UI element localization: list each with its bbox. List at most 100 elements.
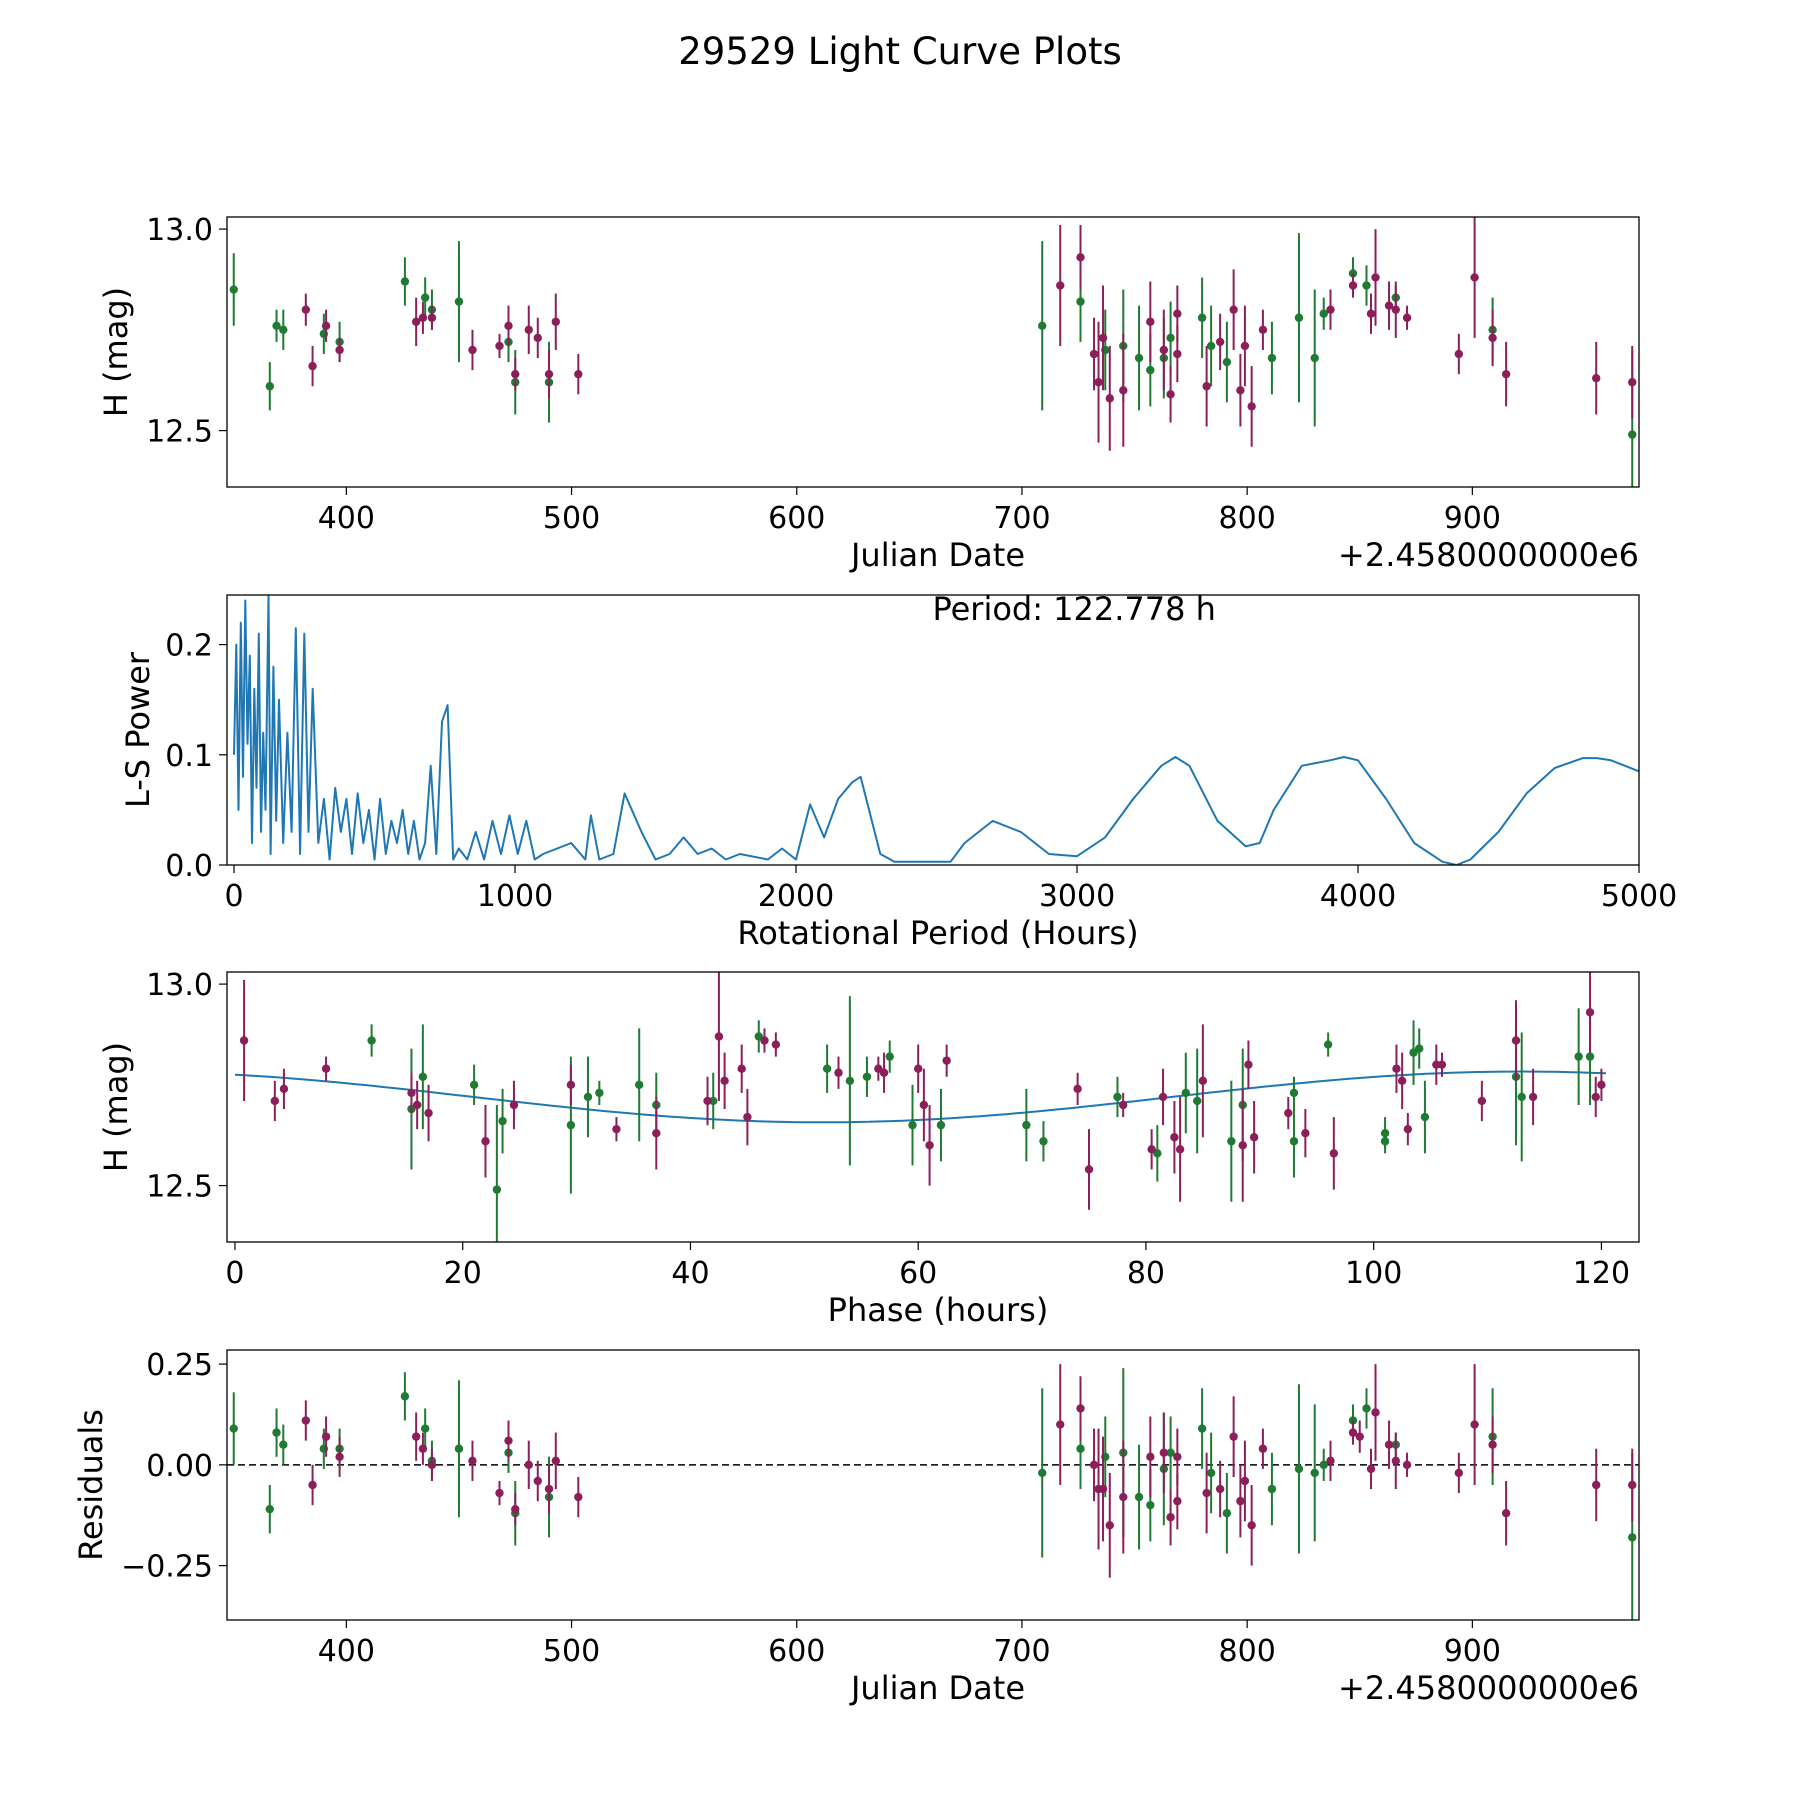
y-tick-label: 12.5 [146,415,213,450]
data-point [1134,353,1144,363]
data-point [1415,1044,1424,1053]
data-point [1294,313,1304,322]
data-point [1477,1096,1487,1106]
data-point [1470,1420,1479,1429]
data-point [1585,1008,1595,1017]
data-point [1238,1141,1247,1150]
data-point [301,1416,311,1425]
data-point [308,361,317,371]
x-tick-label: 0 [225,1256,244,1291]
data-point [498,1116,507,1126]
x-tick-label: 2000 [758,879,834,914]
data-point [1134,1492,1144,1502]
data-point [1166,333,1175,343]
data-point [1592,373,1601,383]
data-point [1470,273,1479,282]
x-tick-label: 5000 [1601,879,1677,914]
data-point [1192,1096,1202,1106]
data-point [533,1476,542,1486]
data-point [1319,309,1328,318]
data-point [925,1141,934,1150]
data-point [1202,382,1211,391]
data-point [272,1428,281,1437]
data-point [468,345,477,355]
y-tick-label: 13.0 [146,968,213,1003]
data-point [862,1072,872,1081]
data-point [1301,1128,1310,1138]
data-point [495,1488,504,1498]
data-point [1236,386,1245,395]
data-point [400,277,410,286]
data-point [1628,378,1637,387]
x-tick-label: 800 [1219,501,1276,536]
x-tick-label: 800 [1219,1634,1276,1669]
data-points-group [229,217,1637,487]
data-point [1175,1145,1185,1154]
y-tick-label: 0.25 [146,1348,213,1383]
data-point [511,369,520,379]
data-point [1202,1488,1211,1498]
data-point [551,1456,560,1466]
data-point [1329,1149,1339,1158]
data-point [1076,297,1085,306]
y-axis-label: L-S Power [119,651,157,808]
data-point [265,1504,274,1514]
data-point [400,1392,410,1401]
data-point [1501,1509,1511,1518]
x-tick-label: 120 [1573,1256,1630,1291]
data-point [481,1137,490,1146]
data-point [1206,1468,1216,1478]
data-point [1437,1060,1447,1069]
data-point [1166,1513,1175,1522]
data-point [1592,1480,1601,1490]
data-point [1362,281,1371,290]
plot-frame [226,971,1640,1243]
data-point [272,321,281,331]
data-point [1591,1092,1600,1102]
data-point [743,1112,752,1122]
data-point [533,333,542,343]
data-point [1076,1404,1085,1413]
x-tick-label: 700 [993,1634,1050,1669]
plot-frame [226,216,1640,488]
data-point [1215,1484,1225,1494]
data-point [1366,1464,1376,1474]
x-axis-label: Julian Date [849,1669,1025,1707]
data-point [1289,1137,1299,1146]
data-point [1076,253,1085,262]
data-point [1229,1432,1238,1441]
data-point [714,1032,724,1041]
x-tick-label: 0 [224,879,243,914]
x-tick-label: 80 [1127,1256,1165,1291]
data-point [1258,325,1268,335]
data-point [492,1185,502,1194]
x-tick-label: 900 [1444,501,1501,536]
data-point [1158,1092,1168,1102]
data-point [229,1424,238,1433]
data-point [412,1100,422,1110]
data-point [1371,1408,1380,1417]
data-point [495,341,504,351]
data-point [335,1452,344,1461]
figure-title: 29529 Light Curve Plots [678,30,1122,73]
x-tick-label: 500 [543,1634,600,1669]
data-point [1159,1448,1169,1457]
data-point [551,317,560,326]
data-point [524,1460,533,1470]
data-point [566,1080,576,1090]
data-point [427,313,437,322]
data-point [1089,349,1099,359]
data-point [411,1432,421,1441]
data-point [1038,1468,1047,1478]
data-point [279,325,288,335]
data-point [1084,1165,1094,1174]
data-point [229,285,238,294]
data-point [504,1436,513,1445]
data-point [1247,402,1256,411]
data-point [1113,1092,1122,1102]
periodogram-panel: Period: 122.778 h 0 1000 2000 3000 4000 5000 0.… [119,590,1677,952]
data-point [544,369,554,379]
x-tick-label: 20 [444,1256,482,1291]
y-tick-label: 12.5 [146,1170,213,1205]
data-point [942,1056,951,1065]
